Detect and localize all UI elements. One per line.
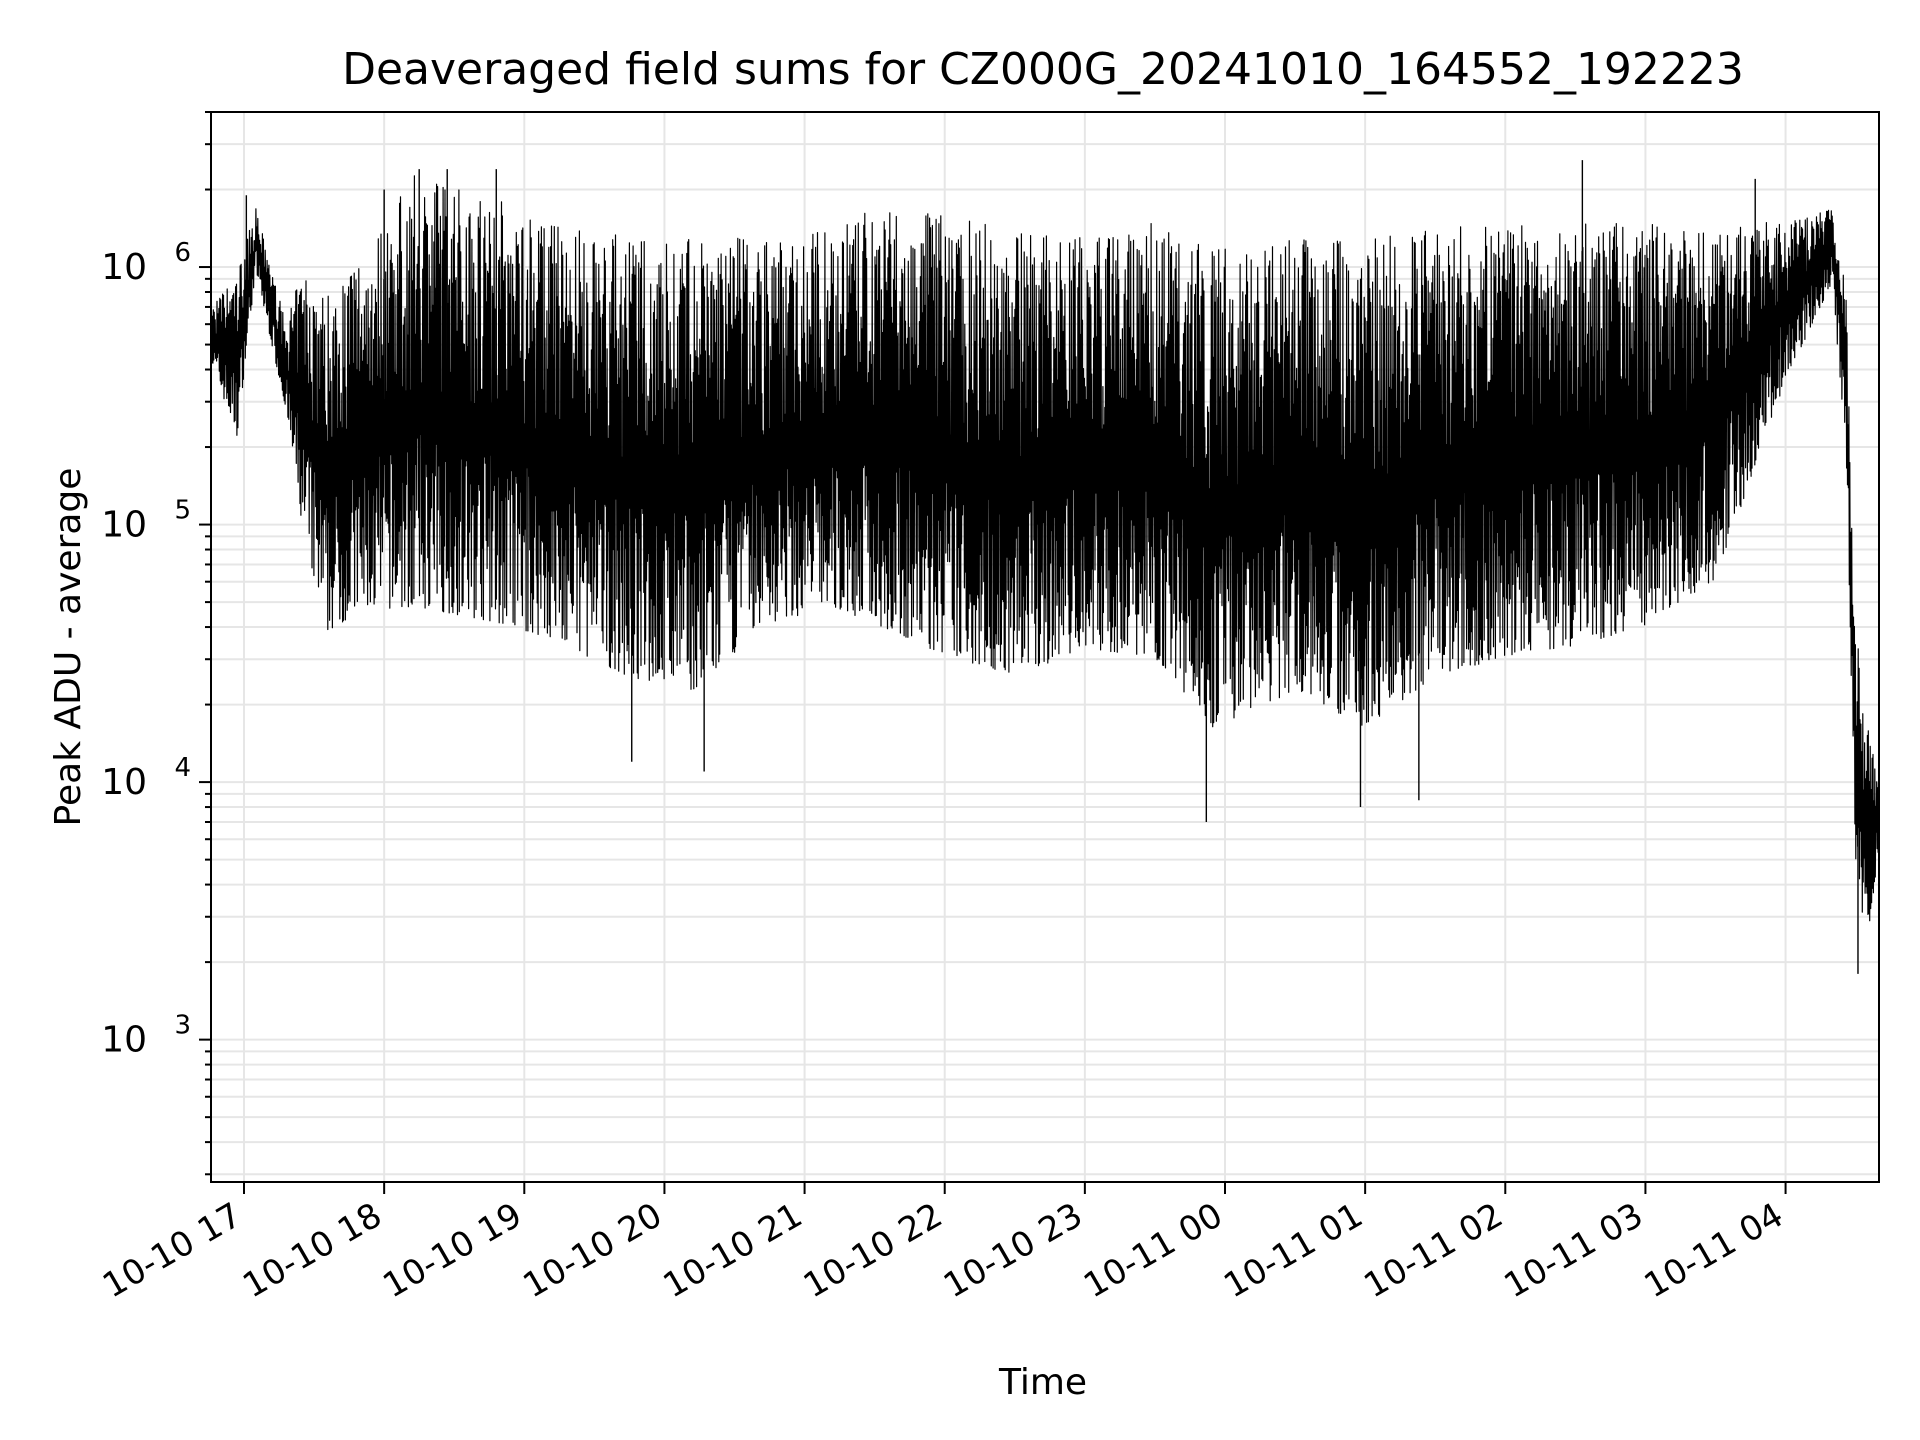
y-tick-exponent: 4 (174, 753, 191, 783)
x-axis-label: Time (998, 1362, 1087, 1403)
y-tick-exponent: 3 (174, 1011, 191, 1041)
y-tick-label: 10 (101, 505, 147, 546)
y-axis-label: Peak ADU - average (48, 468, 89, 827)
chart-title: Deaveraged field sums for CZ000G_2024101… (342, 44, 1744, 95)
y-tick-label: 10 (101, 1020, 147, 1061)
y-tick-exponent: 6 (174, 238, 191, 268)
series-line (210, 160, 1880, 974)
plot-frame (210, 111, 1880, 1183)
series-trace (210, 175, 1880, 922)
y-tick-exponent: 5 (174, 496, 191, 526)
y-tick-label: 10 (101, 762, 147, 803)
y-tick-label: 10 (101, 247, 147, 288)
